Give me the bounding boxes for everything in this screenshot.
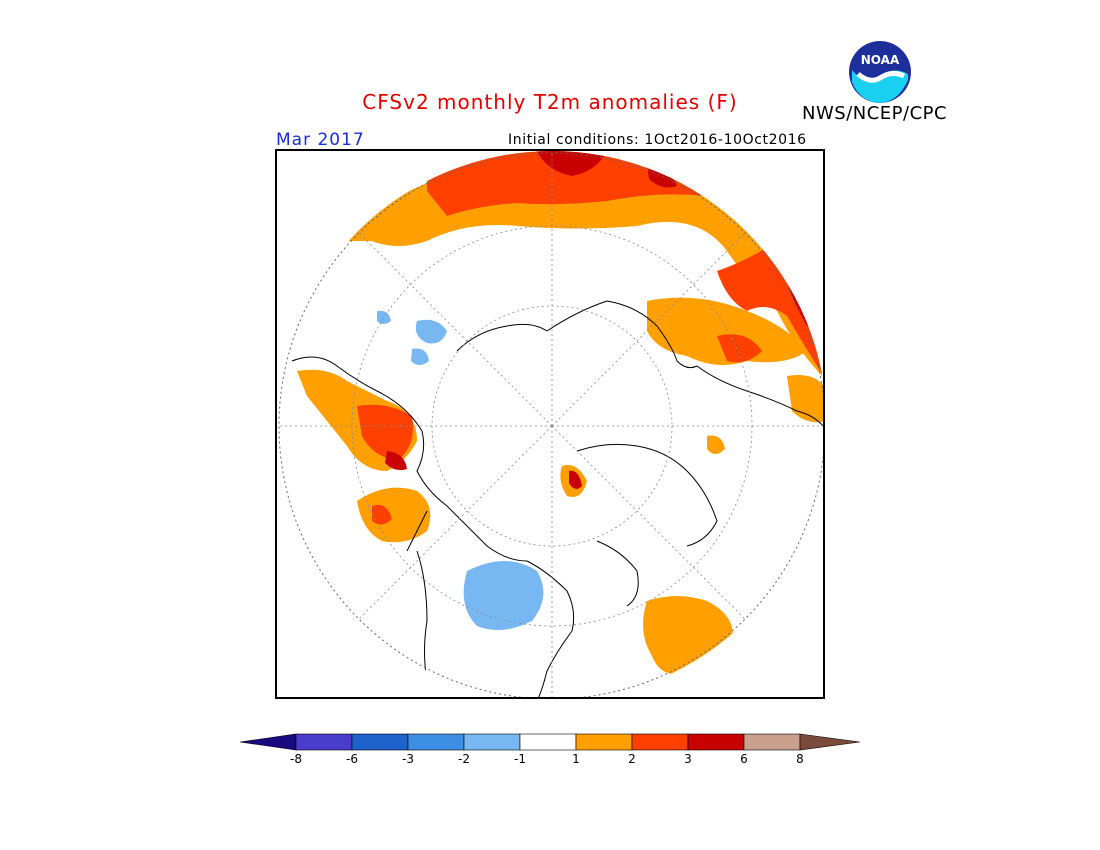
initial-conditions: Initial conditions: 1Oct2016-10Oct2016 <box>508 132 807 148</box>
anomaly-orange-pacific <box>357 487 431 543</box>
noaa-logo-text: NOAA <box>861 53 900 67</box>
colorbar-cell <box>687 733 745 751</box>
colorbar-tick-label: 6 <box>740 752 748 766</box>
agency-label: NWS/NCEP/CPC <box>802 103 948 124</box>
colorbar-tick-label: 3 <box>684 752 692 766</box>
anomaly-field <box>277 151 823 697</box>
anomaly-red-europe <box>717 334 762 363</box>
colorbar-cell <box>631 733 689 751</box>
anomaly-darkred-west <box>385 451 407 471</box>
anomaly-blue-siberia <box>415 319 447 344</box>
colorbar-tick-label: 2 <box>628 752 636 766</box>
anomaly-orange-small <box>707 435 725 454</box>
colorbar-cell <box>351 733 409 751</box>
colorbar-tick-label: -8 <box>290 752 302 766</box>
coastlines <box>291 300 823 697</box>
anomaly-orange-mideast <box>787 375 823 423</box>
colorbar-tick-label: -3 <box>402 752 414 766</box>
colorbar-arrow-low <box>240 733 297 751</box>
colorbar-tick-label: -1 <box>514 752 526 766</box>
map-title: CFSv2 monthly T2m anomalies (F) <box>362 90 738 114</box>
anomaly-blue-small <box>377 310 391 324</box>
colorbar-cell <box>575 733 633 751</box>
anomaly-red-pacific <box>372 504 392 525</box>
anomaly-darkred-center <box>569 470 582 489</box>
noaa-logo: NOAA <box>848 40 912 104</box>
colorbar-cell <box>743 733 801 751</box>
colorbar-tick-label: -6 <box>346 752 358 766</box>
map-disc-edge <box>278 152 823 697</box>
anomaly-blue-siberia2 <box>411 348 429 365</box>
anomaly-red-west <box>357 404 413 461</box>
colorbar-tick-label: 1 <box>572 752 580 766</box>
colorbar-tick-label: 8 <box>796 752 804 766</box>
colorbar-tick-label: -2 <box>458 752 470 766</box>
colorbar-cell <box>407 733 465 751</box>
anomaly-blue-canada <box>463 561 544 630</box>
colorbar-cell <box>519 733 577 751</box>
colorbar-cell <box>463 733 521 751</box>
polar-map <box>275 149 825 699</box>
forecast-month: Mar 2017 <box>276 130 365 150</box>
anomaly-darkred-north <box>537 151 607 176</box>
colorbar-cell <box>295 733 353 751</box>
anomaly-orange-atlantic <box>643 596 733 674</box>
colorbar <box>240 733 860 751</box>
graticule <box>277 151 823 697</box>
anomaly-orange-europe <box>647 297 807 365</box>
colorbar-arrow-high <box>799 733 860 751</box>
